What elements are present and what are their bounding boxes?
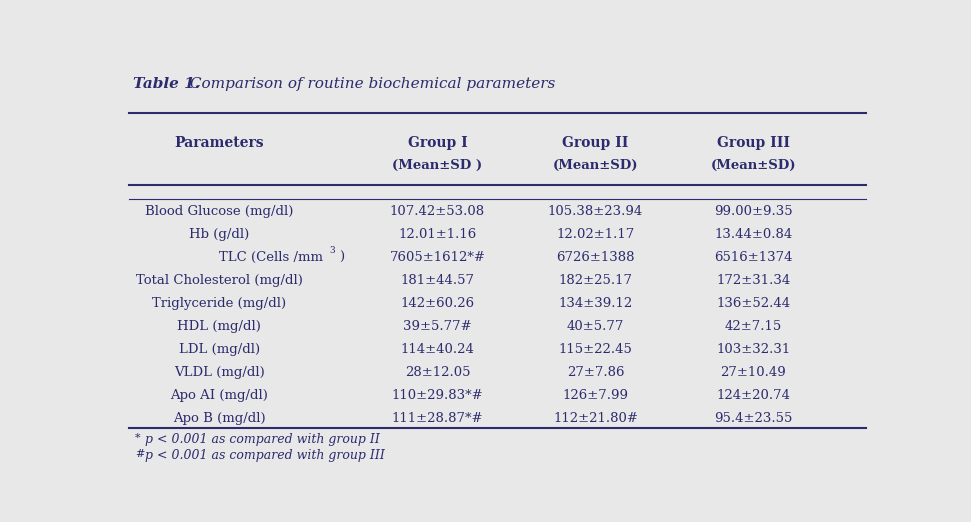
Text: Group I: Group I — [408, 136, 467, 150]
Text: Total Cholesterol (mg/dl): Total Cholesterol (mg/dl) — [136, 274, 303, 287]
Text: 114±40.24: 114±40.24 — [400, 343, 475, 356]
Text: 181±44.57: 181±44.57 — [400, 274, 475, 287]
Text: (Mean±SD): (Mean±SD) — [552, 159, 638, 172]
Text: 40±5.77: 40±5.77 — [567, 320, 624, 333]
Text: 6516±1374: 6516±1374 — [715, 251, 792, 264]
Text: Parameters: Parameters — [175, 136, 264, 150]
Text: LDL (mg/dl): LDL (mg/dl) — [179, 343, 260, 356]
Text: p < 0.001 as compared with group III: p < 0.001 as compared with group III — [146, 448, 385, 461]
Text: 28±12.05: 28±12.05 — [405, 366, 470, 379]
Text: ): ) — [339, 251, 344, 264]
Text: 12.01±1.16: 12.01±1.16 — [398, 228, 477, 241]
Text: 124±20.74: 124±20.74 — [717, 389, 790, 402]
Text: 7605±1612*#: 7605±1612*# — [389, 251, 486, 264]
Text: 136±52.44: 136±52.44 — [717, 297, 790, 310]
Text: 12.02±1.17: 12.02±1.17 — [556, 228, 635, 241]
Text: Triglyceride (mg/dl): Triglyceride (mg/dl) — [152, 297, 286, 310]
Text: 95.4±23.55: 95.4±23.55 — [715, 412, 792, 425]
Text: Comparison of routine biochemical parameters: Comparison of routine biochemical parame… — [185, 77, 555, 91]
Text: TLC (Cells /mm: TLC (Cells /mm — [219, 251, 323, 264]
Text: *: * — [135, 433, 141, 443]
Text: HDL (mg/dl): HDL (mg/dl) — [178, 320, 261, 333]
Text: 111±28.87*#: 111±28.87*# — [391, 412, 484, 425]
Text: VLDL (mg/dl): VLDL (mg/dl) — [174, 366, 264, 379]
Text: 6726±1388: 6726±1388 — [556, 251, 635, 264]
Text: 13.44±0.84: 13.44±0.84 — [715, 228, 792, 241]
Text: 112±21.80#: 112±21.80# — [552, 412, 638, 425]
Text: 103±32.31: 103±32.31 — [717, 343, 790, 356]
Text: p < 0.001 as compared with group II: p < 0.001 as compared with group II — [146, 433, 381, 446]
Text: Group III: Group III — [717, 136, 790, 150]
Text: Blood Glucose (mg/dl): Blood Glucose (mg/dl) — [145, 205, 293, 218]
Text: Table 1.: Table 1. — [133, 77, 200, 91]
Text: 99.00±9.35: 99.00±9.35 — [715, 205, 792, 218]
Text: 27±7.86: 27±7.86 — [567, 366, 624, 379]
Text: #: # — [135, 448, 145, 458]
Text: (Mean±SD ): (Mean±SD ) — [392, 159, 483, 172]
Text: 142±60.26: 142±60.26 — [400, 297, 475, 310]
Text: 115±22.45: 115±22.45 — [558, 343, 632, 356]
Text: 27±10.49: 27±10.49 — [720, 366, 787, 379]
Text: 39±5.77#: 39±5.77# — [403, 320, 472, 333]
Text: 110±29.83*#: 110±29.83*# — [391, 389, 484, 402]
Text: Apo AI (mg/dl): Apo AI (mg/dl) — [170, 389, 268, 402]
Text: 105.38±23.94: 105.38±23.94 — [548, 205, 643, 218]
Text: 107.42±53.08: 107.42±53.08 — [390, 205, 485, 218]
Text: 182±25.17: 182±25.17 — [558, 274, 632, 287]
Text: 126±7.99: 126±7.99 — [562, 389, 628, 402]
Text: 172±31.34: 172±31.34 — [717, 274, 790, 287]
Text: 134±39.12: 134±39.12 — [558, 297, 632, 310]
Text: Apo B (mg/dl): Apo B (mg/dl) — [173, 412, 265, 425]
Text: Group II: Group II — [562, 136, 628, 150]
Text: (Mean±SD): (Mean±SD) — [711, 159, 796, 172]
Text: 42±7.15: 42±7.15 — [725, 320, 782, 333]
Text: Hb (g/dl): Hb (g/dl) — [189, 228, 250, 241]
Text: 3: 3 — [330, 246, 335, 255]
